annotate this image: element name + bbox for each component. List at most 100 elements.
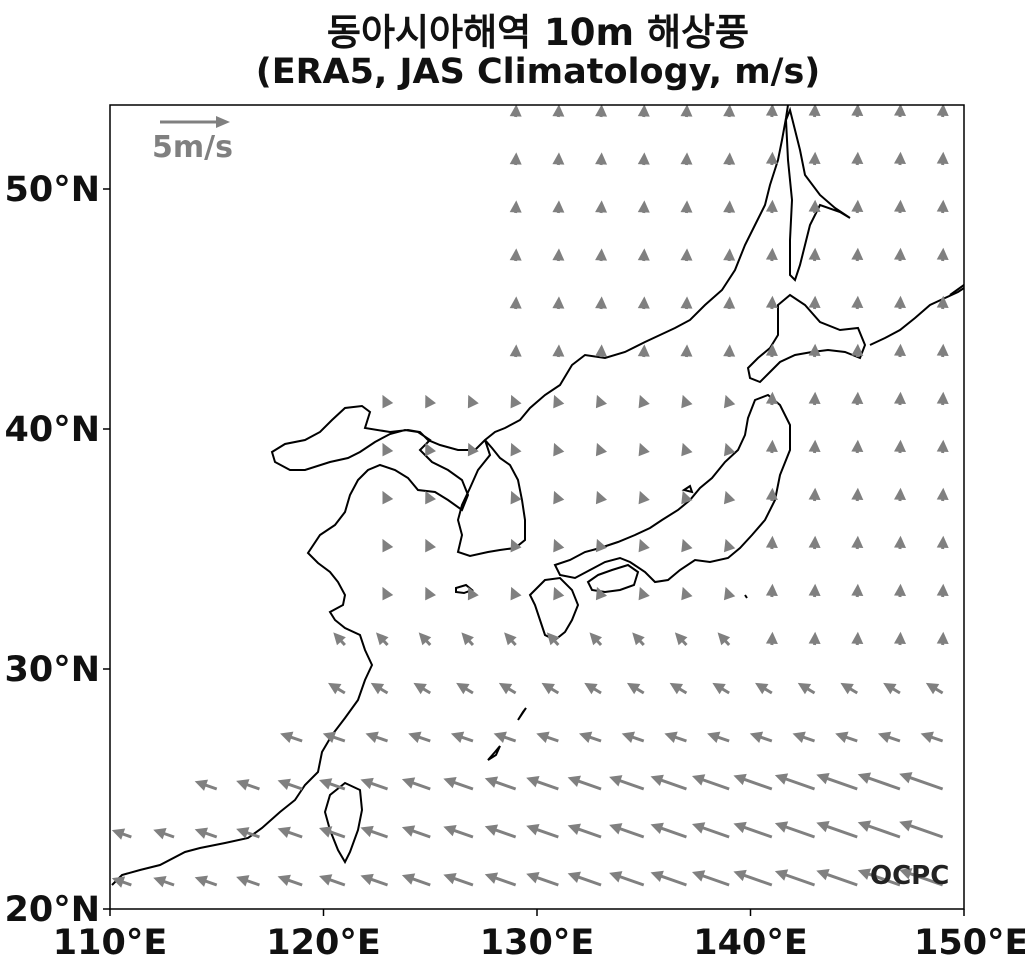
okinawa-coastline (487, 745, 501, 761)
wind-arrow (680, 296, 693, 310)
wind-arrow (936, 199, 949, 214)
wind-vector-field (111, 105, 949, 888)
wind-arrow (894, 487, 907, 502)
wind-arrow (723, 200, 736, 214)
wind-arrow (526, 872, 559, 887)
honshu-coastline (553, 393, 791, 584)
wind-arrow (808, 151, 821, 166)
wind-arrow (509, 152, 522, 166)
jeju-coastline (455, 583, 474, 595)
wind-arrow (664, 731, 687, 744)
wind-arrow (626, 682, 645, 695)
wind-arrow (808, 535, 821, 550)
wind-arrow (425, 538, 436, 553)
wind-arrow (681, 538, 693, 553)
wind-arrow (509, 344, 522, 358)
wind-arrow (723, 296, 736, 310)
wind-arrow (723, 248, 736, 262)
wind-arrow (883, 682, 901, 695)
wind-arrow (382, 394, 394, 409)
wind-arrow (461, 632, 475, 647)
wind-arrow (765, 105, 778, 118)
wind-arrow (589, 632, 603, 647)
wind-arrow (723, 394, 736, 409)
wind-arrow (595, 152, 608, 166)
wind-arrow (816, 868, 858, 887)
reference-vector-label: 5m/s (152, 130, 233, 165)
wind-arrow (936, 247, 949, 262)
wind-arrow (425, 394, 436, 409)
wind-arrow (277, 874, 303, 887)
wind-arrow (609, 775, 645, 791)
wind-arrow (680, 344, 693, 358)
wind-arrow (510, 490, 522, 505)
amami-coastline (517, 707, 527, 721)
wind-arrow (840, 682, 859, 695)
wind-arrow (765, 343, 778, 358)
wind-arrow (894, 199, 907, 214)
wind-arrow (765, 199, 778, 214)
wind-arrow (450, 731, 474, 744)
wind-arrow (408, 731, 431, 744)
wind-arrow (467, 586, 479, 601)
wind-arrow (595, 248, 608, 262)
wind-arrow (765, 151, 778, 166)
wind-arrow (467, 394, 479, 409)
wind-arrow (638, 490, 650, 505)
wind-arrow (425, 586, 436, 601)
wind-arrow (382, 490, 394, 505)
wind-arrow (360, 873, 389, 887)
wind-arrow (153, 828, 175, 840)
coastlines (111, 105, 964, 886)
wind-arrow (637, 344, 650, 358)
wind-arrow (595, 538, 608, 553)
wind-arrow (680, 105, 693, 118)
wind-arrow (319, 874, 346, 887)
wind-arrow (936, 487, 949, 502)
wind-arrow (360, 777, 389, 791)
wind-arrow (595, 344, 608, 358)
wind-arrow (877, 731, 901, 744)
wind-arrow (153, 876, 175, 888)
wind-arrow (637, 200, 650, 214)
map-frame (109, 104, 965, 910)
wind-arrow (835, 731, 858, 744)
wind-arrow (333, 632, 346, 647)
wind-arrow (443, 824, 474, 839)
reference-vector: 5m/s (152, 116, 233, 165)
x-tick-label: 150°E (914, 923, 1025, 963)
wind-arrow (632, 632, 645, 647)
wind-arrow (723, 538, 736, 553)
wind-arrow (857, 868, 901, 887)
wind-arrow (899, 868, 944, 887)
wind-arrow (808, 247, 821, 262)
wind-arrow (194, 875, 218, 887)
wind-arrow (498, 682, 517, 695)
wind-arrow (595, 105, 608, 118)
wind-arrow (401, 825, 431, 839)
wind-arrow (717, 632, 731, 647)
sado-coastline (681, 484, 694, 494)
mainland-coastline (111, 105, 789, 886)
x-tick-label: 140°E (693, 923, 807, 963)
wind-arrow (755, 682, 773, 695)
wind-arrow (749, 731, 773, 744)
wind-arrow (443, 776, 474, 791)
wind-arrow (797, 682, 816, 695)
wind-arrow (546, 632, 560, 647)
wind-arrow (851, 105, 864, 118)
wind-arrow (638, 442, 650, 457)
wind-arrow (637, 152, 650, 166)
wind-arrow (851, 199, 864, 214)
wind-arrow (277, 778, 303, 791)
wind-arrow (319, 826, 346, 839)
wind-arrow (595, 394, 608, 409)
wind-arrow (774, 869, 816, 887)
wind-arrow (637, 248, 650, 262)
wind-arrow (418, 632, 432, 647)
wind-arrow (851, 151, 864, 166)
wind-arrow (936, 439, 949, 454)
wind-arrow (553, 394, 565, 409)
wind-arrow (621, 731, 645, 744)
